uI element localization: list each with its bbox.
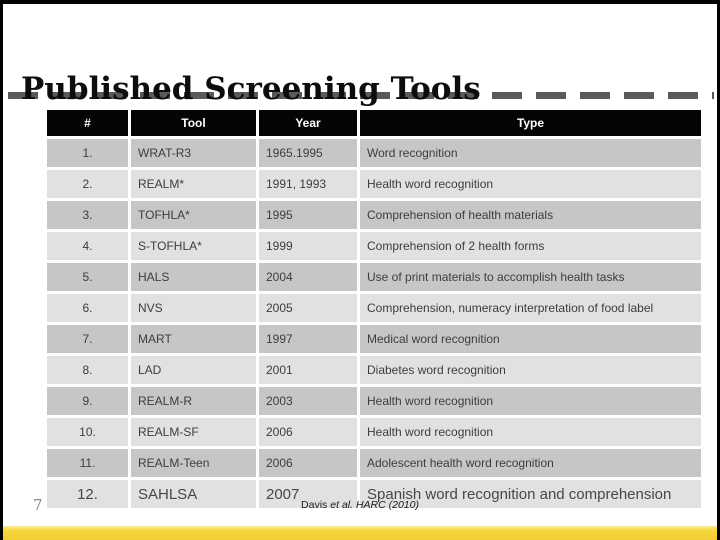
table-row: 6. NVS 2005 Comprehension, numeracy inte… xyxy=(47,294,701,322)
row-number: 2. xyxy=(47,170,128,198)
tool-type: Comprehension, numeracy interpretation o… xyxy=(360,294,701,322)
tool-type: Word recognition xyxy=(360,139,701,167)
tool-year: 2001 xyxy=(259,356,357,384)
table-row: 8. LAD 2001 Diabetes word recognition xyxy=(47,356,701,384)
tool-type: Health word recognition xyxy=(360,170,701,198)
row-number: 5. xyxy=(47,263,128,291)
table-row: 9. REALM-R 2003 Health word recognition xyxy=(47,387,701,415)
citation-author: Davis xyxy=(301,499,328,511)
tool-year: 2005 xyxy=(259,294,357,322)
row-number: 4. xyxy=(47,232,128,260)
tool-type: Health word recognition xyxy=(360,387,701,415)
table-row: 7. MART 1997 Medical word recognition xyxy=(47,325,701,353)
row-number: 12. xyxy=(47,480,128,508)
tool-type: Diabetes word recognition xyxy=(360,356,701,384)
tool-type: Health word recognition xyxy=(360,418,701,446)
row-number: 10. xyxy=(47,418,128,446)
table-row: 4. S-TOFHLA* 1999 Comprehension of 2 hea… xyxy=(47,232,701,260)
table-row: 5. HALS 2004 Use of print materials to a… xyxy=(47,263,701,291)
page-number: 7 xyxy=(33,496,43,514)
tool-name: WRAT-R3 xyxy=(131,139,256,167)
table-body: 1. WRAT-R3 1965.1995 Word recognition 2.… xyxy=(47,139,701,508)
tool-type: Adolescent health word recognition xyxy=(360,449,701,477)
slide-border-right xyxy=(717,0,720,540)
table-header: # Tool Year Type xyxy=(47,110,701,136)
title-dashed-underline xyxy=(8,92,714,99)
row-number: 6. xyxy=(47,294,128,322)
row-number: 1. xyxy=(47,139,128,167)
bottom-accent-bar xyxy=(0,526,720,540)
tool-type: Spanish word recognition and comprehensi… xyxy=(360,480,701,508)
table-row: 10. REALM-SF 2006 Health word recognitio… xyxy=(47,418,701,446)
tool-year: 2007 xyxy=(259,480,357,508)
table-row: 3. TOFHLA* 1995 Comprehension of health … xyxy=(47,201,701,229)
tool-name: SAHLSA xyxy=(131,480,256,508)
header-tool: Tool xyxy=(131,110,256,136)
page-title: Published Screening Tools xyxy=(21,70,481,107)
tool-year: 1999 xyxy=(259,232,357,260)
tool-name: REALM-R xyxy=(131,387,256,415)
row-number: 9. xyxy=(47,387,128,415)
citation: Davis et al. HARC (2010) xyxy=(0,499,720,511)
tool-type: Comprehension of 2 health forms xyxy=(360,232,701,260)
tool-type: Use of print materials to accomplish hea… xyxy=(360,263,701,291)
header-year: Year xyxy=(259,110,357,136)
tool-name: TOFHLA* xyxy=(131,201,256,229)
citation-rest: et al. HARC (2010) xyxy=(330,499,419,511)
row-number: 11. xyxy=(47,449,128,477)
table-row: 11. REALM-Teen 2006 Adolescent health wo… xyxy=(47,449,701,477)
tool-year: 2006 xyxy=(259,418,357,446)
tool-year: 2003 xyxy=(259,387,357,415)
tool-name: REALM* xyxy=(131,170,256,198)
tool-year: 2004 xyxy=(259,263,357,291)
slide-border-left xyxy=(0,0,3,540)
header-number: # xyxy=(47,110,128,136)
screening-tools-table: # Tool Year Type 1. WRAT-R3 1965.1995 Wo… xyxy=(44,107,704,511)
table-row: 1. WRAT-R3 1965.1995 Word recognition xyxy=(47,139,701,167)
tool-year: 1965.1995 xyxy=(259,139,357,167)
row-number: 8. xyxy=(47,356,128,384)
tool-year: 1991, 1993 xyxy=(259,170,357,198)
header-type: Type xyxy=(360,110,701,136)
tool-type: Medical word recognition xyxy=(360,325,701,353)
table-row: 2. REALM* 1991, 1993 Health word recogni… xyxy=(47,170,701,198)
tool-year: 1997 xyxy=(259,325,357,353)
tool-type: Comprehension of health materials xyxy=(360,201,701,229)
tool-name: S-TOFHLA* xyxy=(131,232,256,260)
table-header-row: # Tool Year Type xyxy=(47,110,701,136)
tool-name: HALS xyxy=(131,263,256,291)
tool-name: REALM-SF xyxy=(131,418,256,446)
table-row: 12. SAHLSA 2007 Spanish word recognition… xyxy=(47,480,701,508)
row-number: 3. xyxy=(47,201,128,229)
tool-name: NVS xyxy=(131,294,256,322)
tool-year: 2006 xyxy=(259,449,357,477)
slide-border-top xyxy=(0,0,720,4)
tool-year: 1995 xyxy=(259,201,357,229)
tool-name: REALM-Teen xyxy=(131,449,256,477)
row-number: 7. xyxy=(47,325,128,353)
tool-name: MART xyxy=(131,325,256,353)
tool-name: LAD xyxy=(131,356,256,384)
